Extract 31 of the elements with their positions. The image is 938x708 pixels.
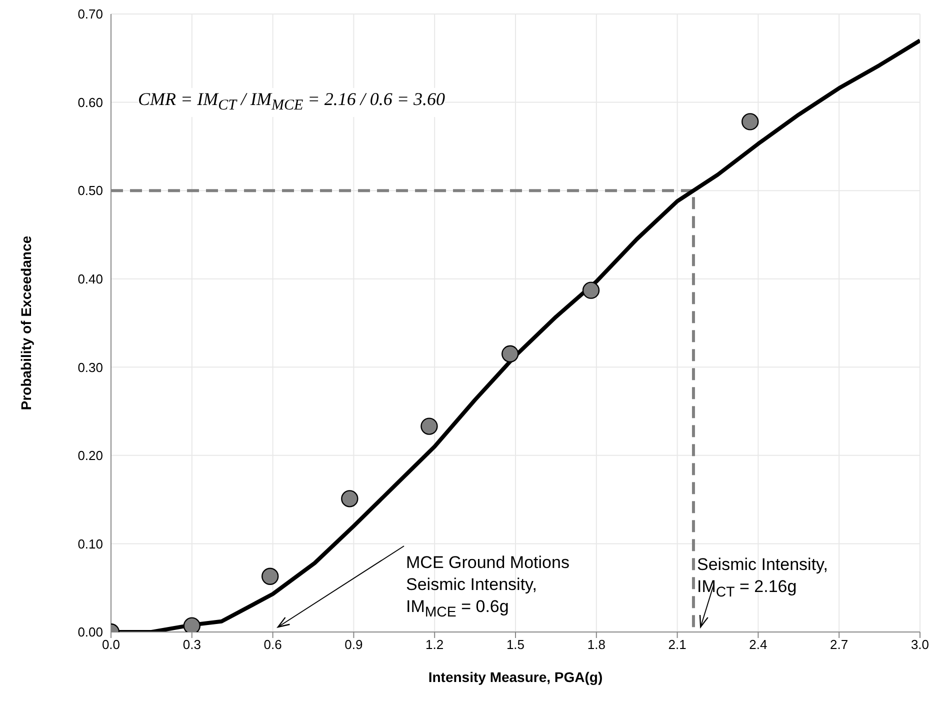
y-tick-label: 0.10 <box>78 536 103 552</box>
y-tick-label: 0.60 <box>78 94 103 110</box>
y-tick-label: 0.30 <box>78 360 103 375</box>
y-tick-label: 0.20 <box>78 448 103 464</box>
y-tick-label: 0.70 <box>78 6 103 22</box>
x-tick-label: 1.5 <box>506 637 525 652</box>
x-tick-label: 0.6 <box>264 637 282 652</box>
y-tick-label: 0.40 <box>78 271 103 286</box>
point <box>341 490 358 508</box>
x-tick-label: 2.4 <box>749 637 768 652</box>
x-tick-label: 3.0 <box>910 637 930 652</box>
x-tick-label: 0.0 <box>102 637 120 652</box>
y-axis-title: Probability of Exceedance <box>18 236 34 410</box>
x-tick-label: 1.2 <box>426 637 444 652</box>
point <box>742 113 759 130</box>
y-tick-label: 0.50 <box>78 183 103 198</box>
x-tick-label: 0.3 <box>182 637 201 652</box>
point <box>262 568 279 585</box>
x-tick-label: 1.8 <box>587 637 606 652</box>
y-tick-label: 0.00 <box>78 624 103 640</box>
x-axis-title: Intensity Measure, PGA(g) <box>428 669 603 685</box>
x-tick-label: 2.1 <box>668 637 686 652</box>
annotation: MCE Ground Motions Seismic Intensity, IM$_{MCE}$ = 0.6g <box>406 552 570 622</box>
point <box>420 418 438 435</box>
annotation: CMR = IM$_{CT}$ / IM$_{MCE}$ = 2.16 / 0.6 = 3.60 <box>138 88 445 117</box>
x-tick-label: 0.9 <box>344 637 363 652</box>
point <box>183 617 200 632</box>
x-tick-label: 2.7 <box>830 637 848 652</box>
point <box>502 345 519 362</box>
point <box>582 282 600 299</box>
annotation: Seismic Intensity, IM$_{CT}$ = 2.16g <box>697 554 828 602</box>
